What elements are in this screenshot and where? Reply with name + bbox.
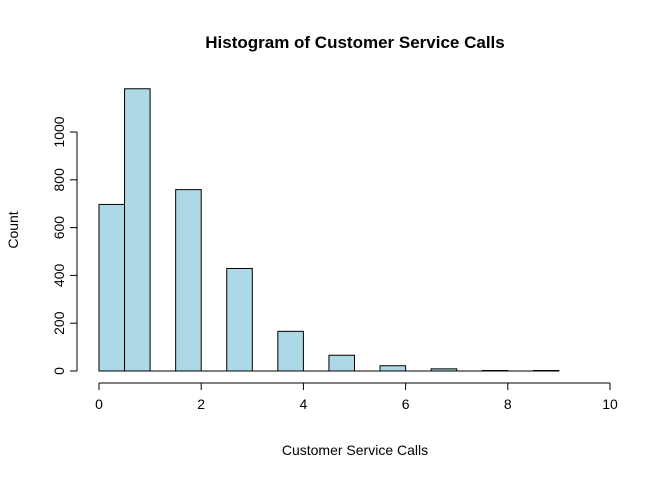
y-tick-label-800: 800	[51, 168, 67, 192]
x-tick-label-6: 6	[402, 396, 410, 412]
histogram-bar-3	[175, 189, 202, 372]
y-tick-label-1000: 1000	[51, 116, 67, 147]
histogram-bar-5	[226, 267, 253, 372]
x-axis-label: Customer Service Calls	[282, 442, 428, 458]
y-axis-label: Count	[5, 211, 21, 248]
y-tick-label-0: 0	[51, 367, 67, 375]
histogram-bar-13	[430, 368, 458, 372]
bars-group	[98, 88, 560, 372]
chart-title: Histogram of Customer Service Calls	[205, 33, 504, 52]
y-axis: 0 200 400 600 800 1000	[51, 116, 78, 375]
x-tick-label-8: 8	[504, 396, 512, 412]
x-tick-label-2: 2	[197, 396, 205, 412]
y-tick-label-200: 200	[51, 311, 67, 335]
x-tick-label-0: 0	[95, 396, 103, 412]
x-tick-label-4: 4	[300, 396, 308, 412]
histogram-bar-11	[379, 365, 407, 372]
y-tick-label-400: 400	[51, 264, 67, 288]
histogram-bar-0	[98, 203, 126, 372]
y-tick-label-600: 600	[51, 216, 67, 240]
histogram-bar-1	[124, 88, 151, 372]
x-axis: 0 2 4 6 8 10	[95, 382, 618, 412]
x-tick-label-10: 10	[602, 396, 618, 412]
histogram-bar-9	[328, 354, 356, 372]
histogram-bar-7	[277, 330, 304, 372]
